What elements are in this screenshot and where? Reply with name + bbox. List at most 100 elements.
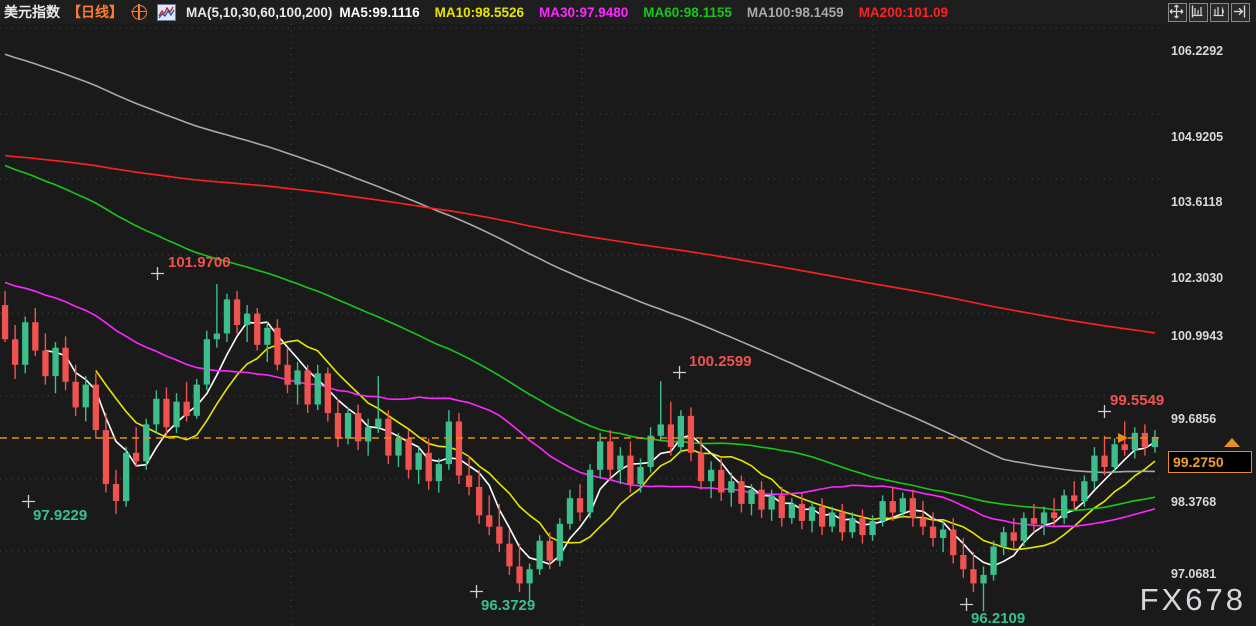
candle — [637, 467, 644, 484]
candle — [1101, 455, 1108, 467]
ma-line-ma30 — [4, 281, 1156, 528]
candle — [455, 421, 463, 476]
ma-line-ma5 — [45, 321, 1156, 567]
candle — [788, 503, 795, 519]
chart-header: 美元指数 【日线】 MA(5,10,30,60,100,200) MA5:99.… — [0, 0, 1256, 24]
candle — [667, 424, 674, 448]
candle — [324, 373, 331, 414]
ma-definition: MA(5,10,30,60,100,200) — [186, 4, 333, 20]
candle — [990, 546, 997, 575]
extreme-marker-icon — [673, 366, 686, 384]
candle — [808, 506, 816, 521]
candle — [1030, 518, 1038, 524]
candle — [123, 452, 130, 502]
extreme-high-label: 101.9700 — [168, 254, 231, 271]
candle — [314, 373, 321, 405]
extreme-marker-icon — [470, 585, 483, 603]
candle — [768, 495, 775, 510]
extreme-high-label: 100.2599 — [689, 353, 752, 370]
candle — [496, 526, 503, 544]
candle — [677, 415, 684, 448]
candle — [435, 464, 442, 482]
price-plot[interactable] — [0, 24, 1164, 626]
candle — [82, 384, 89, 408]
current-price-tag[interactable]: 99.2750 — [1168, 451, 1252, 473]
ma10-value: MA10:98.5526 — [434, 4, 524, 20]
extreme-low-label: 97.9229 — [33, 507, 88, 524]
crosshair-circle-icon[interactable] — [131, 3, 147, 20]
candle — [849, 518, 856, 533]
align-left-tool-icon[interactable] — [1189, 3, 1208, 22]
candle — [112, 484, 120, 501]
candle — [980, 574, 987, 584]
candle — [254, 313, 261, 345]
candle — [738, 481, 745, 504]
candle — [556, 523, 563, 561]
candle — [1040, 512, 1048, 524]
candle — [395, 438, 402, 456]
symbol-name: 美元指数 — [4, 4, 60, 20]
price-axis-label: 98.3768 — [1171, 495, 1217, 509]
candle — [819, 506, 826, 527]
candle — [627, 455, 634, 484]
candle — [1061, 495, 1068, 519]
ma-line-ma200 — [4, 154, 1156, 334]
candle — [193, 384, 200, 416]
candle — [829, 512, 836, 527]
extreme-marker-icon — [151, 267, 164, 285]
candle — [62, 347, 69, 382]
candle — [1141, 432, 1148, 448]
candle — [304, 370, 311, 405]
candle — [173, 401, 180, 428]
candle — [597, 441, 604, 470]
candle — [1, 305, 9, 340]
grid-lines — [0, 24, 1164, 626]
candle — [284, 364, 291, 385]
price-axis-label: 97.0681 — [1171, 567, 1217, 581]
candle — [587, 469, 594, 513]
candle — [1121, 444, 1128, 450]
candle — [909, 498, 916, 519]
period-label[interactable]: 【日线】 — [67, 4, 123, 20]
price-axis-label: 106.2292 — [1171, 44, 1224, 58]
candle — [1051, 512, 1058, 519]
candle — [72, 381, 79, 408]
ma100-value: MA100:98.1459 — [746, 4, 844, 20]
candle — [778, 495, 785, 519]
candle — [476, 486, 483, 516]
candle — [425, 452, 432, 482]
candle — [617, 455, 624, 470]
price-axis-label: 100.9943 — [1171, 329, 1224, 343]
candle — [133, 452, 140, 462]
candle — [1020, 518, 1027, 541]
candlestick-canvas[interactable] — [0, 24, 1164, 626]
candle — [697, 452, 705, 482]
price-axis-label: 99.6856 — [1171, 412, 1217, 426]
candle — [536, 540, 543, 570]
candle — [375, 418, 382, 428]
candle — [22, 322, 29, 365]
mini-chart-icon[interactable] — [157, 3, 176, 21]
current-price-arrow-icon — [1224, 438, 1240, 447]
candle — [748, 489, 755, 504]
candle — [385, 418, 392, 456]
price-axis-label: 104.9205 — [1171, 130, 1224, 144]
price-axis[interactable]: 106.2292 104.9205 103.6118 102.3030 100.9943… — [1164, 24, 1256, 626]
align-right-tool-icon[interactable] — [1210, 3, 1229, 22]
jump-latest-tool-icon[interactable] — [1231, 3, 1250, 22]
candle — [647, 435, 654, 467]
crosshair-tool-icon[interactable] — [1168, 3, 1187, 22]
candle — [859, 518, 866, 536]
candle — [929, 526, 937, 538]
candle — [607, 441, 614, 470]
candle — [92, 384, 99, 430]
ma5-value: MA5:99.1116 — [339, 4, 420, 20]
candle — [889, 501, 896, 513]
candle — [203, 339, 210, 385]
candle — [950, 529, 957, 556]
candle — [657, 424, 664, 436]
candle — [183, 401, 190, 416]
candle — [1151, 436, 1159, 448]
candle — [1000, 532, 1007, 547]
